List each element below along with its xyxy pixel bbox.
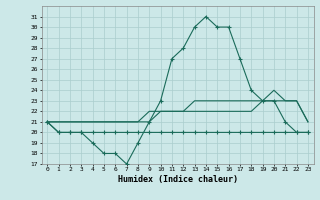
X-axis label: Humidex (Indice chaleur): Humidex (Indice chaleur)	[118, 175, 237, 184]
